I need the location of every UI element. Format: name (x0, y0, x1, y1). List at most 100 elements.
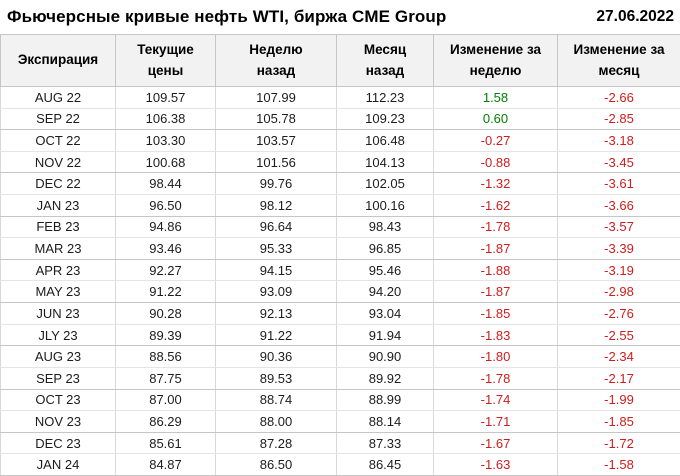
week-ago-cell: 88.00 (215, 410, 337, 433)
table-row: JLY 23 89.39 91.22 91.94 -1.83 -2.55 (0, 324, 680, 347)
month-change-cell: -2.34 (557, 345, 680, 368)
expiration-cell: APR 23 (0, 259, 116, 282)
expiration-cell: MAY 23 (0, 280, 116, 304)
week-ago-cell: 93.09 (215, 280, 337, 304)
week-ago-cell: 87.28 (215, 432, 337, 455)
week-change-cell: -1.78 (433, 367, 558, 390)
week-ago-cell: 101.56 (215, 151, 337, 174)
week-change-cell: -1.32 (433, 172, 558, 196)
current-price-cell: 106.38 (115, 108, 216, 131)
current-price-cell: 88.56 (115, 345, 216, 368)
month-ago-cell: 93.04 (336, 302, 434, 325)
table-row: SEP 23 87.75 89.53 89.92 -1.78 -2.17 (0, 367, 680, 390)
month-ago-cell: 88.14 (336, 410, 434, 433)
report-date: 27.06.2022 (596, 8, 674, 25)
month-ago-cell: 88.99 (336, 389, 434, 412)
expiration-cell: DEC 23 (0, 432, 116, 455)
expiration-cell: JLY 23 (0, 324, 116, 347)
table-row: APR 23 92.27 94.15 95.46 -1.88 -3.19 (0, 259, 680, 282)
table-row: MAY 23 91.22 93.09 94.20 -1.87 -2.98 (0, 280, 680, 304)
week-change-cell: -1.87 (433, 280, 558, 304)
table-row: JAN 24 84.87 86.50 86.45 -1.63 -1.58 (0, 453, 680, 476)
table-row: JAN 23 96.50 98.12 100.16 -1.62 -3.66 (0, 194, 680, 217)
month-ago-cell: 95.46 (336, 259, 434, 282)
week-change-cell: -1.83 (433, 324, 558, 347)
current-price-cell: 86.29 (115, 410, 216, 433)
month-ago-cell: 109.23 (336, 108, 434, 131)
table-row: AUG 22 109.57 107.99 112.23 1.58 -2.66 (0, 86, 680, 109)
week-ago-cell: 86.50 (215, 453, 337, 476)
month-change-cell: -1.58 (557, 453, 680, 476)
expiration-cell: SEP 23 (0, 367, 116, 390)
week-ago-cell: 91.22 (215, 324, 337, 347)
month-ago-cell: 100.16 (336, 194, 434, 217)
week-ago-cell: 89.53 (215, 367, 337, 390)
month-change-cell: -3.57 (557, 216, 680, 239)
table-row: MAR 23 93.46 95.33 96.85 -1.87 -3.39 (0, 237, 680, 260)
month-change-cell: -3.66 (557, 194, 680, 217)
expiration-cell: DEC 22 (0, 172, 116, 196)
week-ago-cell: 92.13 (215, 302, 337, 325)
column-header-month-ago: Месяц назад (336, 34, 434, 87)
expiration-cell: JAN 24 (0, 453, 116, 476)
table-row: OCT 23 87.00 88.74 88.99 -1.74 -1.99 (0, 389, 680, 412)
month-change-cell: -2.66 (557, 86, 680, 109)
table-header: Экспирация Текущие цены Неделю назад Мес… (0, 34, 680, 87)
table-row: NOV 23 86.29 88.00 88.14 -1.71 -1.85 (0, 410, 680, 433)
month-ago-cell: 86.45 (336, 453, 434, 476)
week-change-cell: -1.62 (433, 194, 558, 217)
month-ago-cell: 104.13 (336, 151, 434, 174)
week-change-cell: -1.71 (433, 410, 558, 433)
current-price-cell: 103.30 (115, 129, 216, 152)
current-price-cell: 96.50 (115, 194, 216, 217)
column-header-current-price: Текущие цены (115, 34, 216, 87)
month-ago-cell: 98.43 (336, 216, 434, 239)
week-ago-cell: 98.12 (215, 194, 337, 217)
current-price-cell: 85.61 (115, 432, 216, 455)
month-change-cell: -3.18 (557, 129, 680, 152)
week-ago-cell: 107.99 (215, 86, 337, 109)
month-change-cell: -2.98 (557, 280, 680, 304)
expiration-cell: MAR 23 (0, 237, 116, 260)
expiration-cell: NOV 23 (0, 410, 116, 433)
current-price-cell: 91.22 (115, 280, 216, 304)
current-price-cell: 94.86 (115, 216, 216, 239)
current-price-cell: 92.27 (115, 259, 216, 282)
month-change-cell: -1.85 (557, 410, 680, 433)
current-price-cell: 109.57 (115, 86, 216, 109)
month-ago-cell: 94.20 (336, 280, 434, 304)
futures-table-body: AUG 22 109.57 107.99 112.23 1.58 -2.66 SEP 22 1… (0, 86, 680, 476)
month-ago-cell: 106.48 (336, 129, 434, 152)
month-ago-cell: 102.05 (336, 172, 434, 196)
month-change-cell: -3.61 (557, 172, 680, 196)
table-row: SEP 22 106.38 105.78 109.23 0.60 -2.85 (0, 108, 680, 131)
table-row: OCT 22 103.30 103.57 106.48 -0.27 -3.18 (0, 129, 680, 152)
expiration-cell: OCT 22 (0, 129, 116, 152)
expiration-cell: JUN 23 (0, 302, 116, 325)
week-ago-cell: 99.76 (215, 172, 337, 196)
month-change-cell: -3.39 (557, 237, 680, 260)
current-price-cell: 90.28 (115, 302, 216, 325)
week-change-cell: -1.88 (433, 259, 558, 282)
expiration-cell: SEP 22 (0, 108, 116, 131)
month-ago-cell: 89.92 (336, 367, 434, 390)
week-change-cell: -1.74 (433, 389, 558, 412)
week-change-cell: -1.85 (433, 302, 558, 325)
week-ago-cell: 103.57 (215, 129, 337, 152)
week-ago-cell: 88.74 (215, 389, 337, 412)
week-change-cell: -1.78 (433, 216, 558, 239)
week-change-cell: -1.67 (433, 432, 558, 455)
expiration-cell: FEB 23 (0, 216, 116, 239)
week-ago-cell: 96.64 (215, 216, 337, 239)
title-bar: Фьючерсные кривые нефть WTI, биржа CME G… (0, 0, 680, 34)
week-change-cell: -1.87 (433, 237, 558, 260)
week-ago-cell: 94.15 (215, 259, 337, 282)
week-change-cell: -1.80 (433, 345, 558, 368)
week-change-cell: -0.88 (433, 151, 558, 174)
expiration-cell: AUG 23 (0, 345, 116, 368)
month-change-cell: -2.85 (557, 108, 680, 131)
futures-table: Экспирация Текущие цены Неделю назад Мес… (0, 34, 680, 476)
current-price-cell: 87.00 (115, 389, 216, 412)
month-ago-cell: 112.23 (336, 86, 434, 109)
week-ago-cell: 90.36 (215, 345, 337, 368)
